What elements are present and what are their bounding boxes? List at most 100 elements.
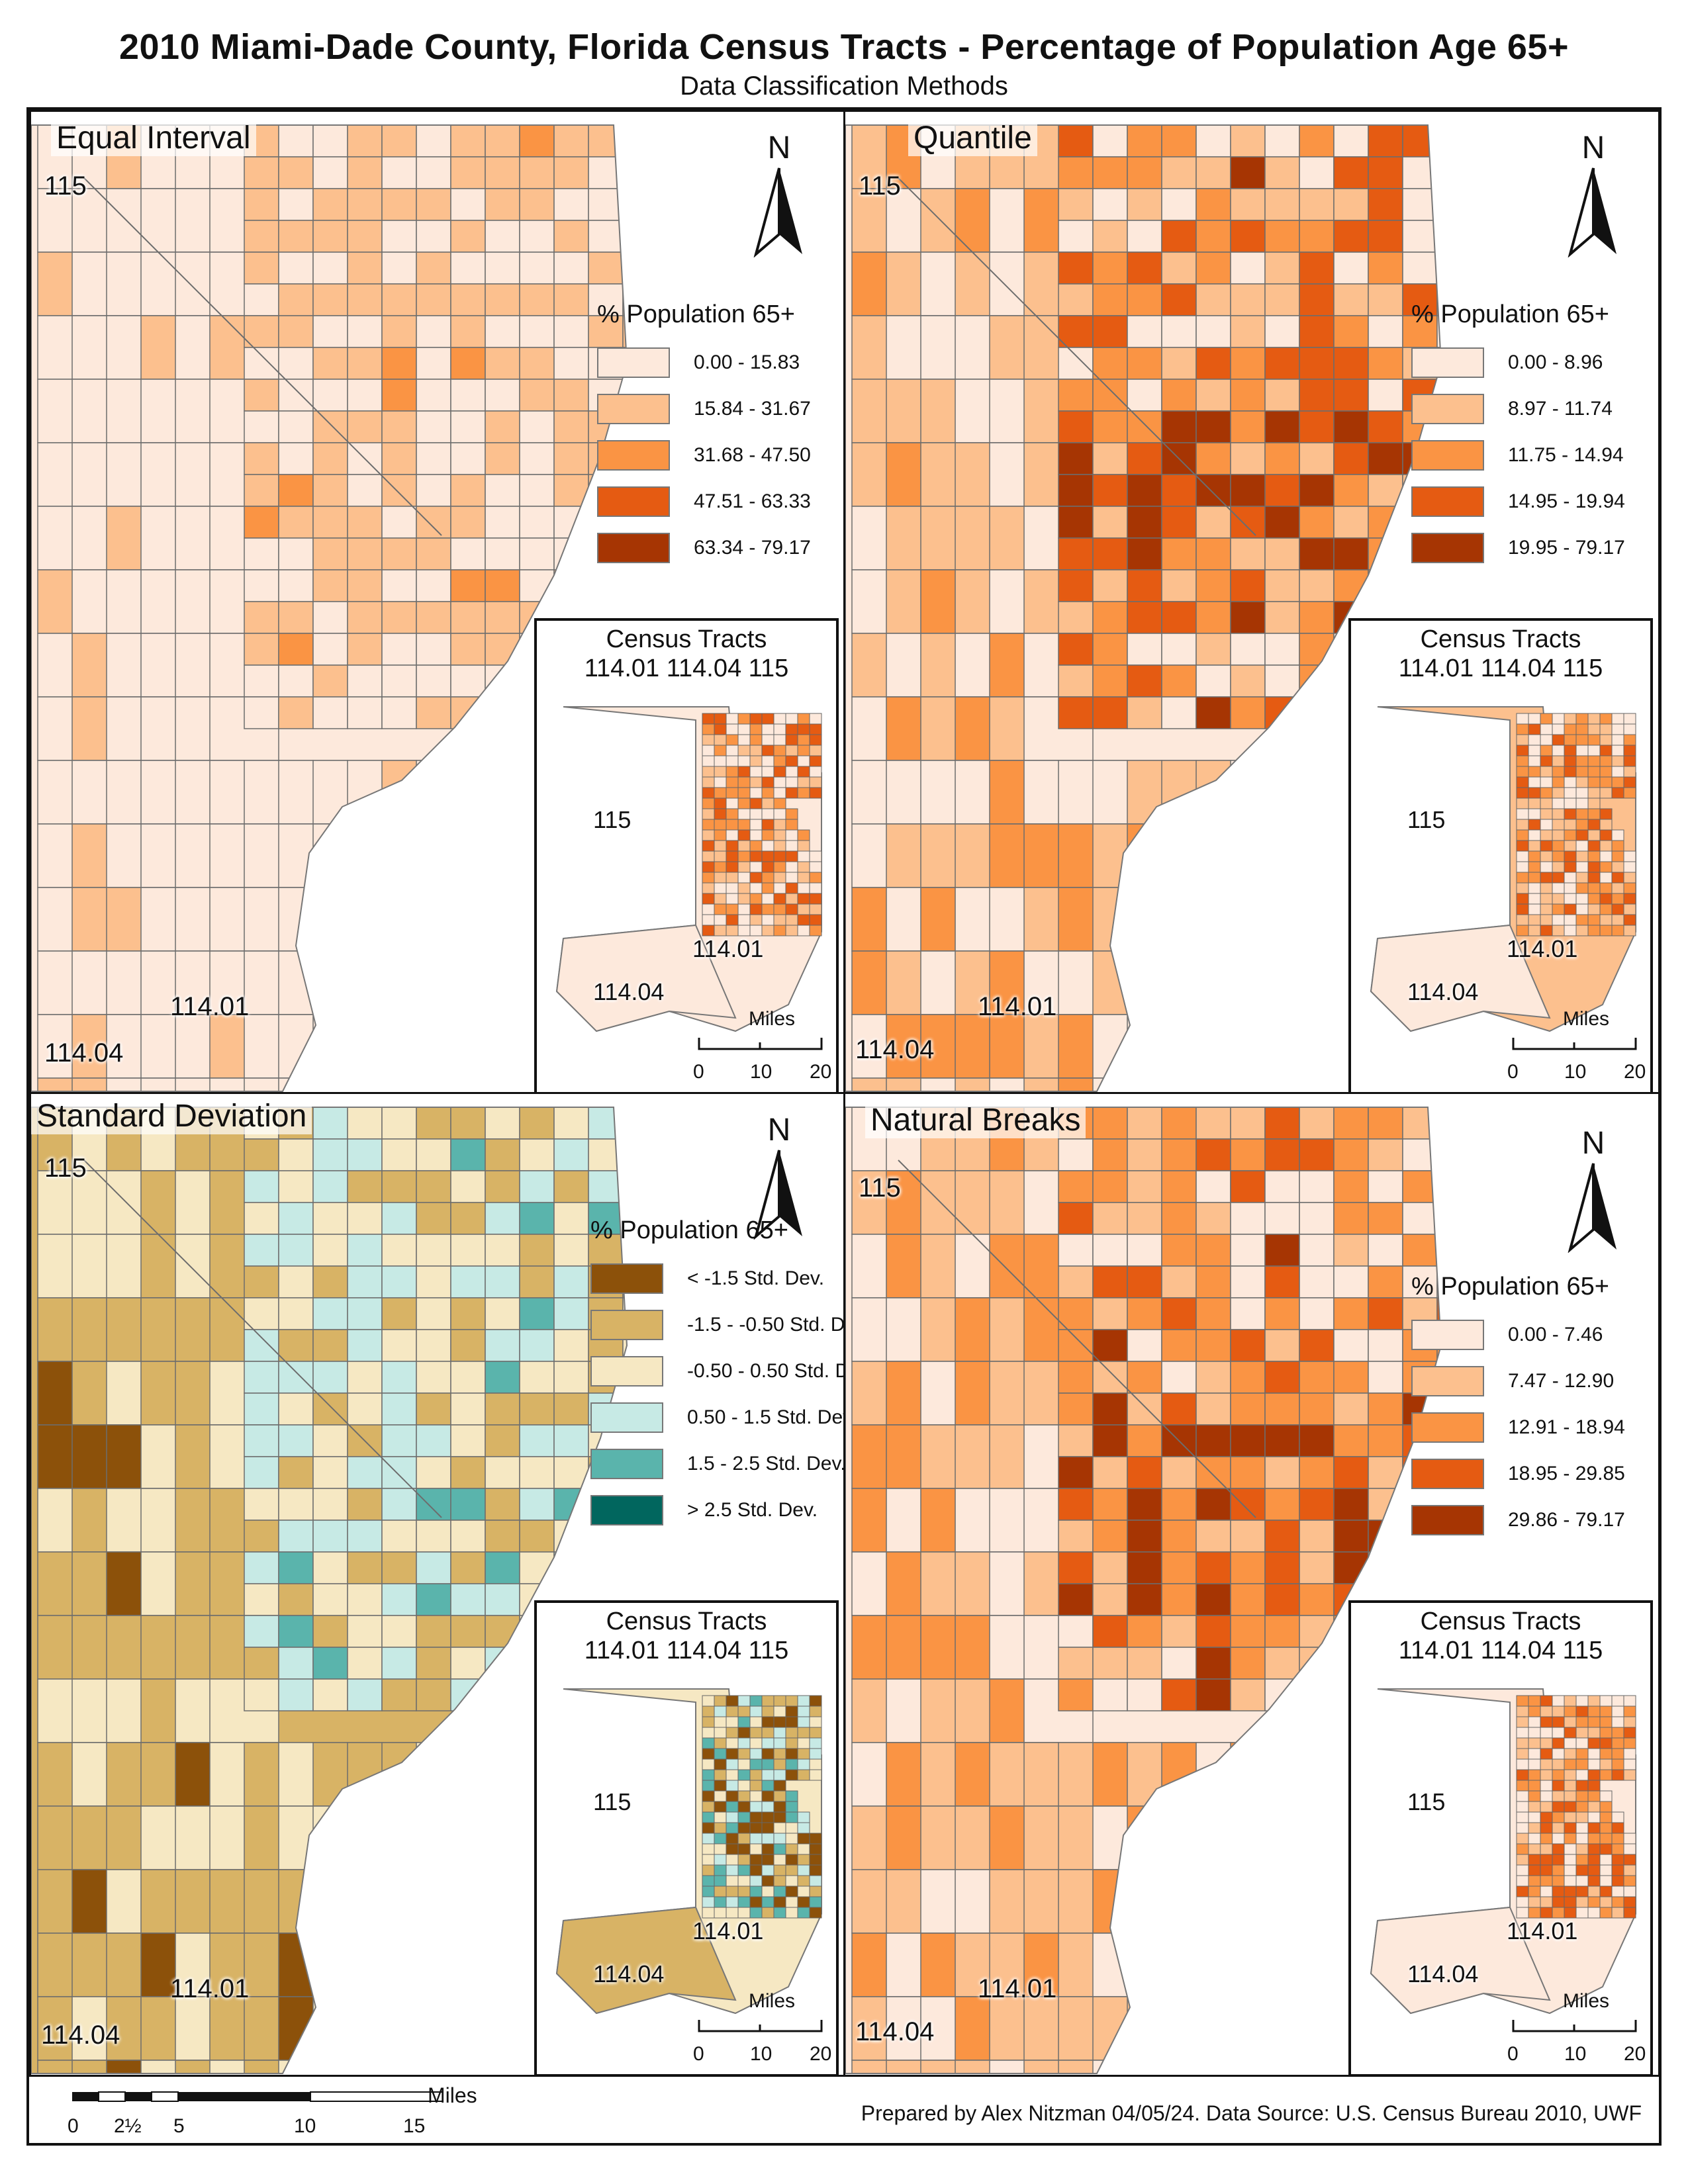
panel-standard-deviation[interactable]: Standard Deviation 115 114.01 114.04 N %… xyxy=(29,1092,846,2077)
panel-natural-breaks[interactable]: Natural Breaks 115 114.01 114.04 N % Pop… xyxy=(843,1092,1660,2077)
legend-label: 0.00 - 8.96 xyxy=(1508,351,1603,373)
legend-swatch xyxy=(590,1310,663,1340)
inset-scale-0: 0 xyxy=(1507,2043,1519,2065)
north-arrow-icon: N xyxy=(1564,130,1623,258)
legend-swatch xyxy=(590,1495,663,1525)
tract-label-115: 115 xyxy=(859,171,901,201)
legend-item: 19.95 - 79.17 xyxy=(1411,525,1658,571)
legend-label: 12.91 - 18.94 xyxy=(1508,1416,1625,1438)
legend-label: 1.5 - 2.5 Std. Dev. xyxy=(687,1453,846,1475)
inset-scale-10: 10 xyxy=(1564,2043,1587,2065)
tract-label-114-01: 114.01 xyxy=(170,992,250,1021)
panel-title: Natural Breaks xyxy=(865,1102,1086,1138)
inset-map: Census Tracts 114.01 114.04 115 115 114.0… xyxy=(1348,618,1653,1093)
main-scale-miles-label: Miles xyxy=(428,2083,477,2107)
tract-label-115: 115 xyxy=(859,1173,901,1203)
legend-label: 15.84 - 31.67 xyxy=(694,398,811,420)
legend: % Population 65+ 0.00 - 15.83 15.84 - 31.… xyxy=(597,300,844,571)
main-scale-5: 5 xyxy=(173,2115,185,2137)
tract-label-114-01: 114.01 xyxy=(978,1974,1057,2003)
inset-map: Census Tracts 114.01 114.04 115 115 114.0… xyxy=(534,1600,839,2075)
inset-scale-0: 0 xyxy=(693,1061,704,1083)
north-arrow-icon: N xyxy=(749,1114,809,1240)
panel-equal-interval[interactable]: Equal Interval 115 114.01 114.04 N % Pop… xyxy=(29,110,846,1095)
panel-title: Quantile xyxy=(908,120,1037,156)
north-label: N xyxy=(1581,1126,1605,1161)
inset-scale-10: 10 xyxy=(750,2043,773,2065)
legend: % Population 65+ 0.00 - 7.46 7.47 - 12.90… xyxy=(1411,1273,1658,1543)
inset-map: Census Tracts 114.01 114.04 115 115 114.0… xyxy=(1348,1600,1653,2075)
legend-items: 0.00 - 7.46 7.47 - 12.90 12.91 - 18.94 18.9… xyxy=(1411,1312,1658,1543)
legend-swatch xyxy=(590,1402,663,1433)
inset-label-115: 115 xyxy=(593,806,632,833)
inset-scale-20: 20 xyxy=(1624,1061,1646,1083)
tract-label-114-04: 114.04 xyxy=(44,1038,124,1068)
legend-items: 0.00 - 8.96 8.97 - 11.74 11.75 - 14.94 14.9… xyxy=(1411,340,1658,571)
legend-item: 8.97 - 11.74 xyxy=(1411,386,1658,432)
panel-title: Standard Deviation xyxy=(31,1098,312,1134)
legend-swatch xyxy=(590,1263,663,1294)
legend-label: 11.75 - 14.94 xyxy=(1508,444,1624,466)
legend-swatch xyxy=(597,440,670,471)
legend-item: -1.5 - -0.50 Std. Dev. xyxy=(590,1302,845,1348)
legend-item: 31.68 - 47.50 xyxy=(597,432,844,478)
legend-item: 12.91 - 18.94 xyxy=(1411,1404,1658,1451)
legend-label: 18.95 - 29.85 xyxy=(1508,1463,1625,1484)
credit-text: Prepared by Alex Nitzman 04/05/24. Data … xyxy=(861,2101,1642,2125)
legend: % Population 65+ 0.00 - 8.96 8.97 - 11.74… xyxy=(1411,300,1658,571)
legend-title: % Population 65+ xyxy=(1411,300,1609,328)
tract-label-114-01: 114.01 xyxy=(170,1974,250,2003)
legend-label: 19.95 - 79.17 xyxy=(1508,537,1625,559)
legend-item: > 2.5 Std. Dev. xyxy=(590,1487,844,1533)
legend-label: 31.68 - 47.50 xyxy=(694,444,811,466)
inset-label-115: 115 xyxy=(593,1788,632,1815)
north-arrow-icon: N xyxy=(1564,1127,1623,1253)
legend-label: 8.97 - 11.74 xyxy=(1508,398,1613,420)
legend-label: 0.00 - 15.83 xyxy=(694,351,800,373)
choropleth-map[interactable] xyxy=(31,1094,846,2077)
legend-items: < -1.5 Std. Dev. -1.5 - -0.50 Std. Dev. -0… xyxy=(590,1255,846,1533)
legend-item: 0.00 - 7.46 xyxy=(1411,1312,1658,1358)
legend-label: 29.86 - 79.17 xyxy=(1508,1509,1625,1531)
legend-label: -1.5 - -0.50 Std. Dev. xyxy=(687,1314,845,1336)
main-scale-15: 15 xyxy=(403,2115,426,2137)
panel-title: Equal Interval xyxy=(51,120,256,156)
choropleth-map[interactable] xyxy=(31,112,846,1095)
inset-title: Census Tracts 114.01 114.04 115 xyxy=(1398,625,1603,682)
layout-frame: Equal Interval 115 114.01 114.04 N % Pop… xyxy=(26,107,1662,2146)
legend-swatch xyxy=(1411,1412,1484,1443)
legend-item: 47.51 - 63.33 xyxy=(597,478,844,525)
inset-label-114-04: 114.04 xyxy=(593,978,665,1005)
panel-quantile[interactable]: Quantile 115 114.01 114.04 N % Populatio… xyxy=(843,110,1660,1095)
inset-map-canvas xyxy=(1370,706,1636,1032)
inset-label-114-04: 114.04 xyxy=(593,1960,665,1987)
inset-label-114-04: 114.04 xyxy=(1407,978,1479,1005)
tract-label-114-04: 114.04 xyxy=(855,2017,935,2046)
main-scale-2-5: 2½ xyxy=(114,2115,142,2137)
legend-item: < -1.5 Std. Dev. xyxy=(590,1255,844,1302)
inset-title: Census Tracts 114.01 114.04 115 xyxy=(584,625,789,682)
legend-item: 63.34 - 79.17 xyxy=(597,525,844,571)
inset-scale-miles-label: Miles xyxy=(749,1008,796,1030)
tract-label-114-04: 114.04 xyxy=(41,2021,120,2050)
legend-label: 0.00 - 7.46 xyxy=(1508,1324,1603,1345)
legend-item: 7.47 - 12.90 xyxy=(1411,1358,1658,1404)
legend-swatch xyxy=(1411,1459,1484,1489)
inset-scalebar xyxy=(1512,1038,1637,1050)
legend-title: % Population 65+ xyxy=(590,1216,788,1244)
legend-item: 15.84 - 31.67 xyxy=(597,386,844,432)
inset-scalebar xyxy=(698,2020,823,2032)
map-title: 2010 Miami-Dade County, Florida Census T… xyxy=(118,27,1570,67)
legend: % Population 65+ < -1.5 Std. Dev. -1.5 - … xyxy=(590,1216,846,1533)
map-subtitle: Data Classification Methods xyxy=(680,71,1008,101)
north-label: N xyxy=(1581,130,1605,165)
legend-swatch xyxy=(597,486,670,517)
legend-label: 7.47 - 12.90 xyxy=(1508,1370,1615,1392)
inset-scale-0: 0 xyxy=(1507,1061,1519,1083)
legend-swatch xyxy=(1411,486,1484,517)
inset-title: Census Tracts 114.01 114.04 115 xyxy=(1398,1608,1603,1664)
inset-label-115: 115 xyxy=(1407,1788,1446,1815)
north-label: N xyxy=(767,130,791,165)
inset-title: Census Tracts 114.01 114.04 115 xyxy=(584,1608,789,1664)
main-scalebar xyxy=(72,2091,444,2102)
